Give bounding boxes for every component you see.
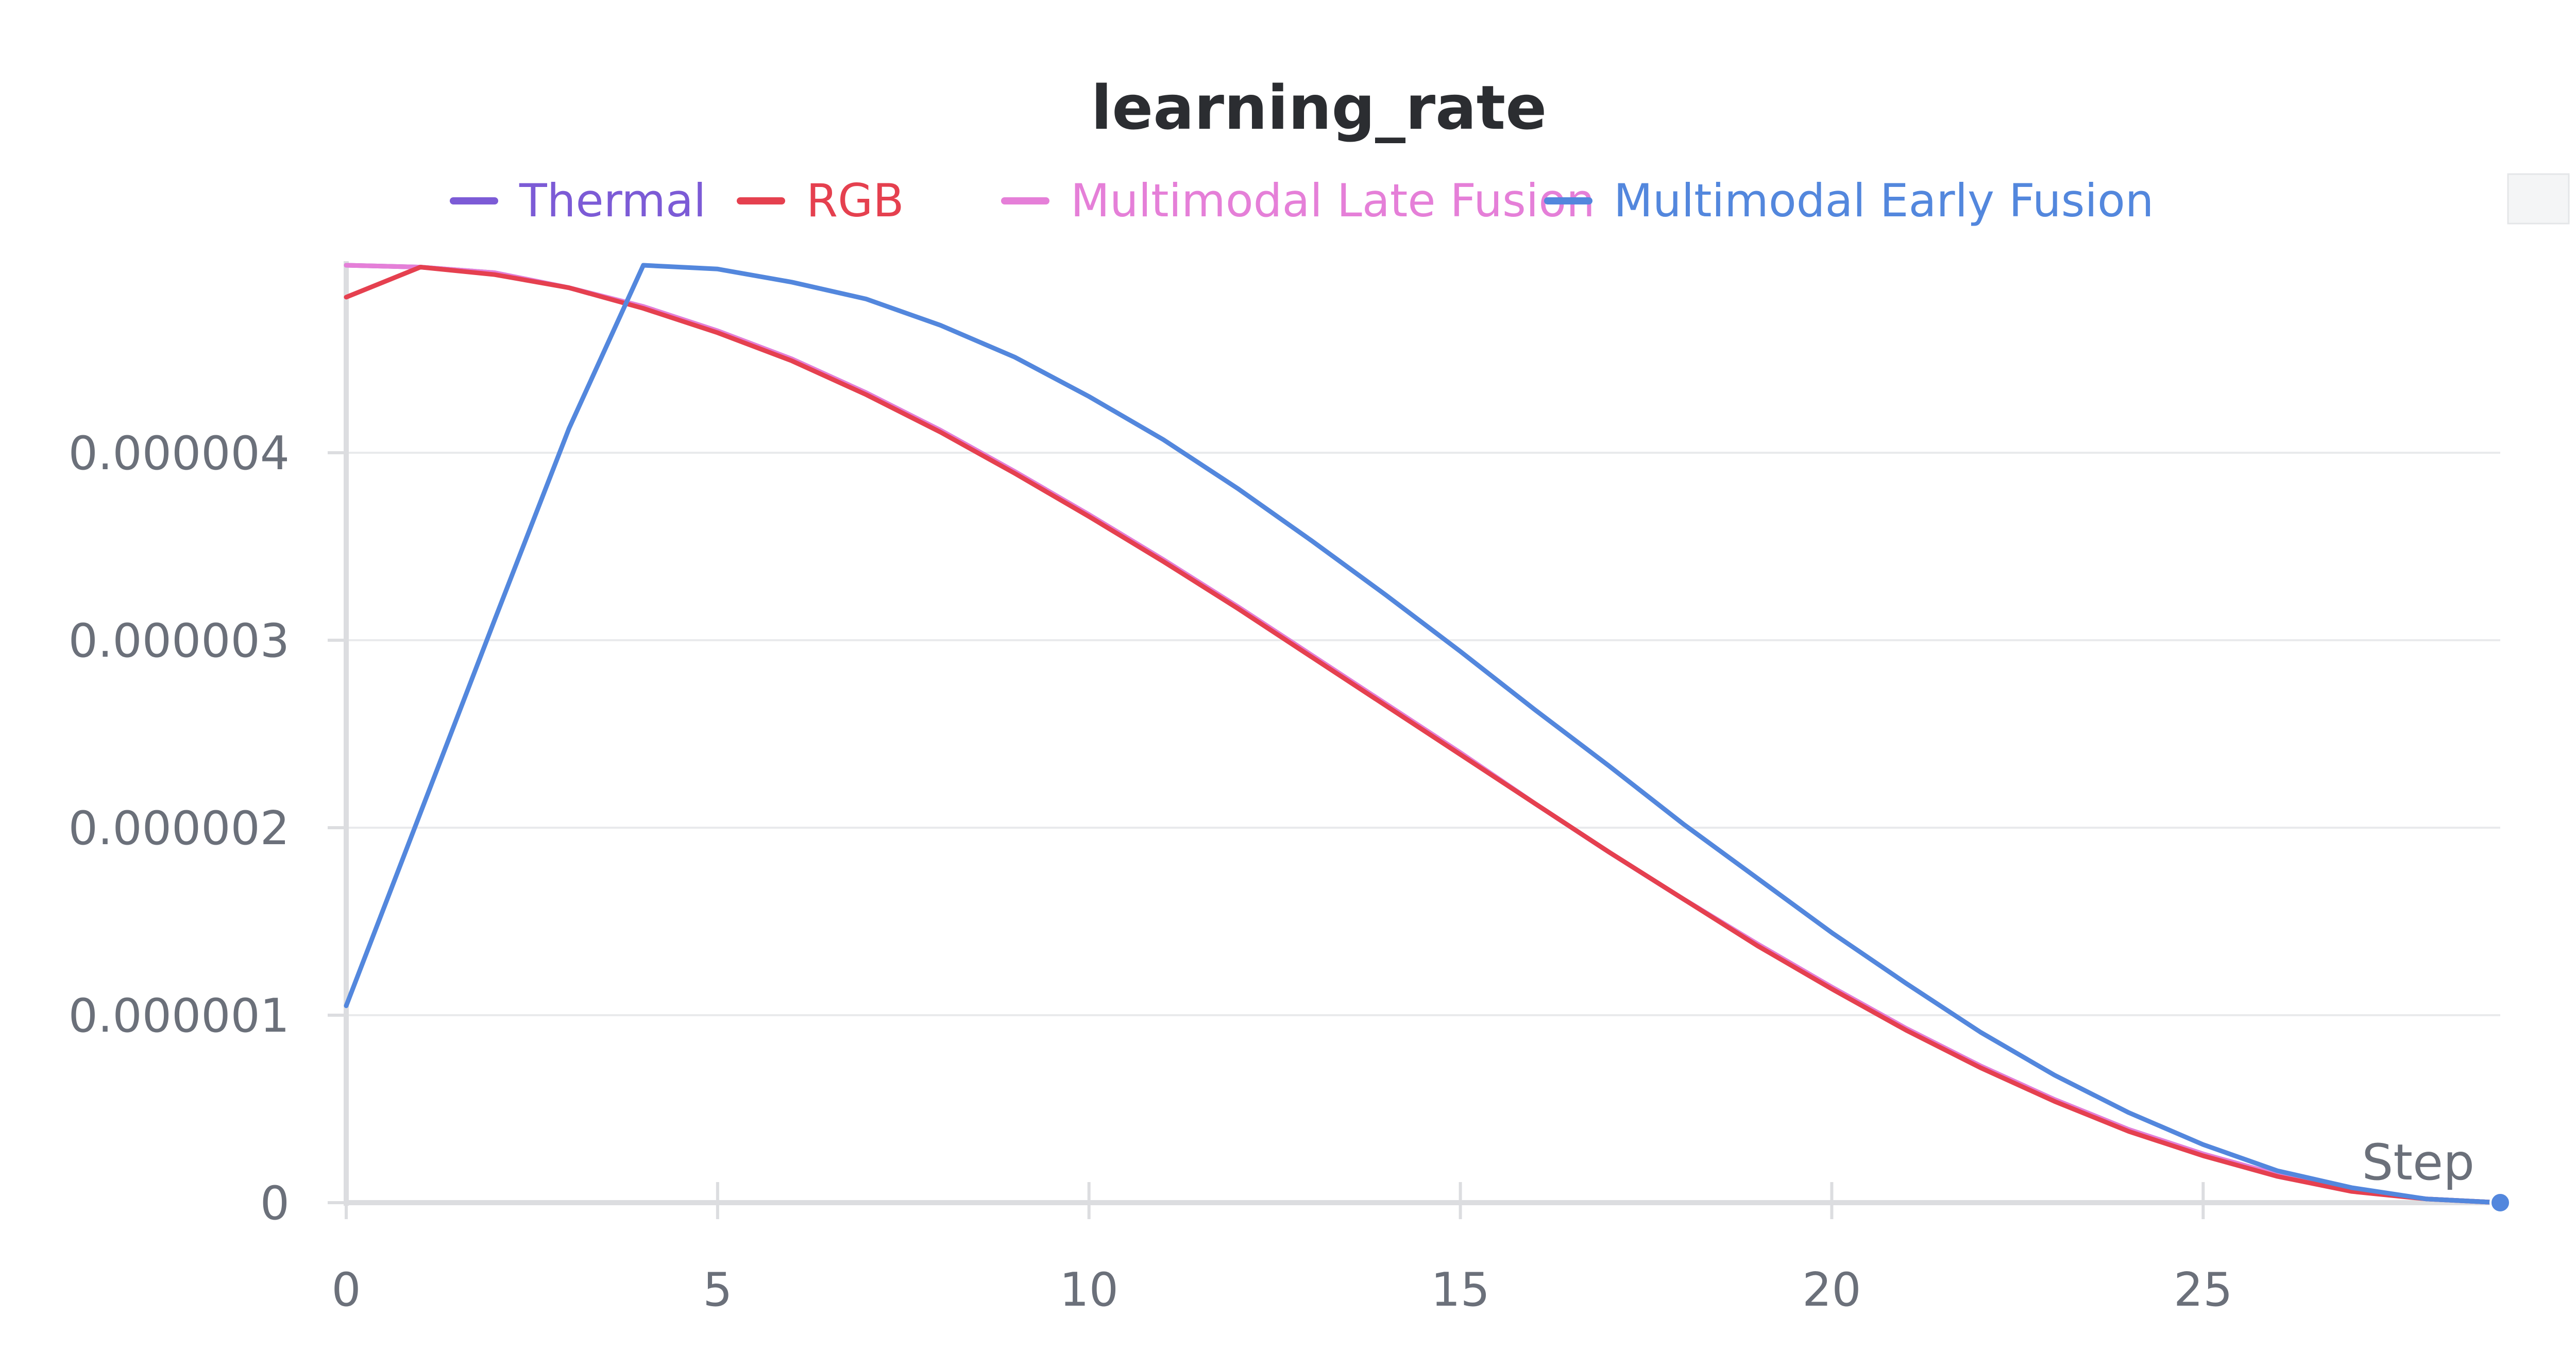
y-tick-label-1: 0	[260, 1176, 290, 1230]
legend-label-4: Multimodal Early Fusion	[1614, 174, 2154, 227]
y-tick-label-4: 0.000003	[69, 614, 290, 668]
gridlines	[346, 452, 2500, 1016]
panel-control-square[interactable]	[2507, 173, 2570, 225]
x-tick-label-5: 20	[1802, 1263, 1861, 1317]
x-tick-label-4: 15	[1431, 1263, 1490, 1317]
x-tick-label-6: 25	[2174, 1263, 2233, 1317]
axes	[344, 261, 2500, 1206]
y-axis-ticks: 0 0.000001 0.000002 0.000003 0.000004	[69, 426, 346, 1230]
x-axis-label: Step	[2362, 1134, 2475, 1191]
series-lines	[344, 263, 2503, 1205]
x-tick-label-1: 0	[331, 1263, 361, 1317]
legend-label-2: RGB	[806, 174, 904, 227]
x-tick-label-2: 5	[703, 1263, 732, 1317]
legend-label-3: Multimodal Late Fusion	[1071, 174, 1595, 227]
x-tick-label-3: 10	[1059, 1263, 1118, 1317]
y-tick-label-5: 0.000004	[69, 426, 290, 481]
series-line-multimodal-early-fusion	[344, 263, 2503, 1205]
series-line-rgb	[344, 265, 2503, 1205]
legend: Thermal RGB Multimodal Late Fusion Multimod…	[450, 174, 2154, 227]
series-end-marker	[2489, 1192, 2511, 1213]
x-axis-ticks: 0 5 10 15 20 25	[331, 1182, 2233, 1317]
y-tick-label-2: 0.000001	[69, 989, 290, 1043]
chart-title: learning_rate	[1091, 72, 1547, 143]
y-tick-label-3: 0.000002	[69, 801, 290, 856]
legend-label-1: Thermal	[519, 174, 706, 227]
